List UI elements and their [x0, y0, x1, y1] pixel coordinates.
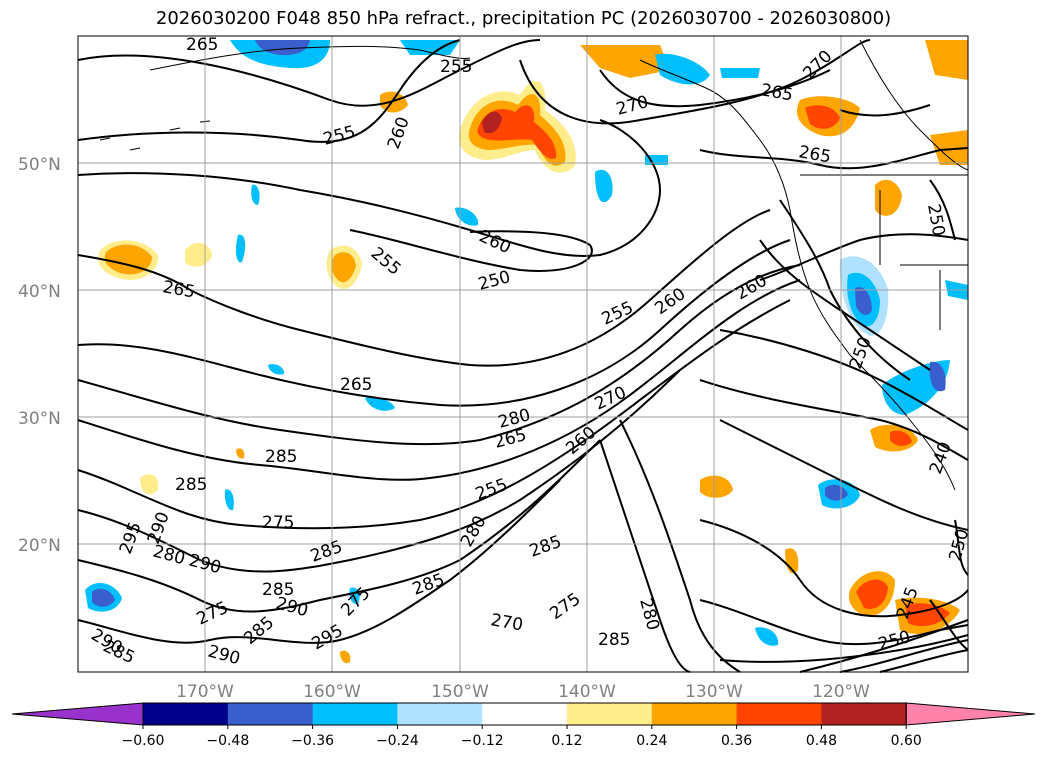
contour-label: 265: [492, 425, 529, 453]
precip-negative-shading: [85, 40, 968, 646]
lon-label: 140°W: [558, 682, 616, 702]
contour-label: 280: [151, 542, 188, 570]
contour-label: 270: [489, 610, 524, 635]
lon-label: 160°W: [303, 682, 361, 702]
colorbar-tick-label: 0.12: [551, 733, 582, 749]
contour-label: 275: [194, 598, 232, 630]
colorbar-tick-label: 0.48: [806, 733, 837, 749]
contour-label: 290: [187, 551, 224, 579]
latitude-labels: 50°N 40°N 30°N 20°N: [18, 155, 61, 556]
colorbar-segment: [821, 703, 907, 725]
colorbar-segment: [736, 703, 822, 725]
colorbar-segment: [482, 703, 568, 725]
contour-label: 260: [562, 423, 600, 459]
colorbar-segment: [143, 703, 229, 725]
contour-label: 275: [262, 513, 294, 533]
colorbar-segment: [567, 703, 653, 725]
contour-label: 260: [384, 114, 414, 151]
colorbar: −0.60 −0.48 −0.36 −0.24 −0.12 0.12 0.24 0.36 0.4…: [11, 702, 1036, 749]
contour-label: 285: [410, 570, 447, 600]
contour-label: 270: [614, 92, 651, 120]
contour-label: 250: [846, 334, 876, 371]
lon-label: 170°W: [176, 682, 234, 702]
lat-label: 40°N: [18, 282, 61, 302]
map-title: 2026030200 F048 850 hPa refract., precip…: [155, 8, 892, 29]
refractivity-contours: [77, 39, 969, 673]
contour-label: 260: [651, 284, 689, 319]
contour-label: 285: [598, 630, 630, 650]
contour-label: 265: [759, 80, 794, 105]
contour-label: 265: [797, 142, 832, 167]
colorbar-tick-label: 0.36: [721, 733, 752, 749]
colorbar-segment: [312, 703, 398, 725]
contour-label: 275: [546, 589, 584, 624]
colorbar-extend-high: [905, 702, 1036, 726]
contour-label: 265: [340, 375, 372, 395]
contour-label: 290: [206, 642, 243, 670]
contour-label: 265: [161, 277, 196, 302]
contour-label: 250: [476, 267, 513, 295]
lat-label: 50°N: [18, 155, 61, 175]
colorbar-tick-label: −0.12: [461, 733, 504, 749]
lon-label: 130°W: [685, 682, 743, 702]
lon-label: 150°W: [431, 682, 489, 702]
colorbar-extend-low: [11, 702, 144, 726]
contour-labels: 265 255 260 270 265 265 270 250 255 260 …: [88, 35, 974, 669]
contour-label: 255: [473, 475, 510, 505]
precip-shading: [98, 40, 968, 664]
colorbar-outline: [142, 702, 907, 726]
colorbar-tick-label: −0.48: [206, 733, 249, 749]
contour-label: 290: [144, 509, 174, 546]
graticule: [78, 36, 968, 672]
colorbar-tick-label: 0.60: [891, 733, 922, 749]
contour-label: 265: [186, 35, 218, 55]
longitude-labels: 170°W 160°W 150°W 140°W 130°W 120°W: [176, 682, 870, 702]
contour-label: 250: [946, 527, 974, 564]
colorbar-segment: [227, 703, 314, 725]
colorbar-tick-label: −0.60: [122, 733, 165, 749]
contour-label: 255: [321, 122, 358, 150]
colorbar-tick-label: −0.24: [376, 733, 419, 749]
lon-label: 120°W: [812, 682, 870, 702]
contour-label: 250: [876, 627, 913, 655]
contour-label: 250: [923, 202, 948, 237]
map-frame: [77, 35, 969, 673]
contour-label: 285: [527, 532, 564, 562]
contour-label: 295: [116, 519, 146, 556]
lat-label: 30°N: [18, 409, 61, 429]
contour-label: 285: [262, 580, 294, 600]
contour-label: 290: [274, 594, 311, 622]
contour-label: 255: [440, 57, 472, 77]
contour-label: 285: [265, 447, 297, 467]
lat-label: 20°N: [18, 536, 61, 556]
contour-label: 255: [367, 244, 405, 280]
contour-label: 295: [309, 621, 347, 655]
colorbar-segment: [397, 703, 483, 725]
colorbar-tick-label: −0.36: [291, 733, 334, 749]
colorbar-tick-label: 0.24: [636, 733, 667, 749]
contour-label: 285: [175, 475, 207, 495]
contour-label: 280: [635, 596, 663, 633]
colorbar-segment: [651, 703, 738, 725]
contour-label: 285: [240, 613, 278, 649]
contour-label: 240: [926, 439, 956, 476]
